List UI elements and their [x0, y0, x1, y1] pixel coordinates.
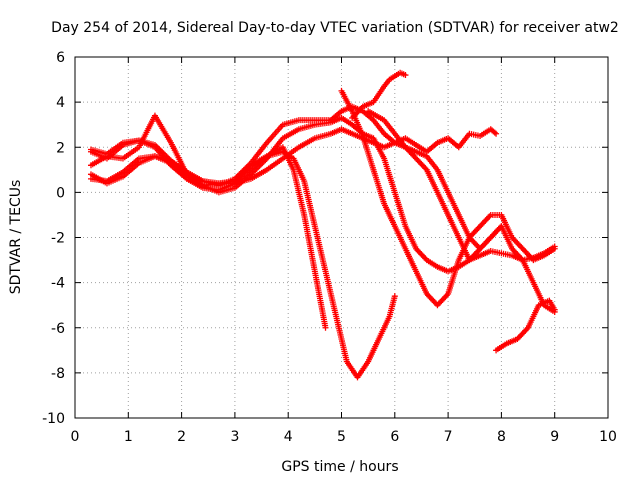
x-tick-label: 6	[390, 429, 399, 445]
data-point	[322, 324, 329, 331]
series-9	[493, 297, 558, 354]
x-tick-label: 10	[599, 429, 617, 445]
y-tick-label: -8	[51, 366, 65, 382]
data-point	[498, 223, 505, 230]
data-series	[87, 69, 558, 381]
x-tick-label: 7	[444, 429, 453, 445]
grid	[75, 57, 608, 418]
y-tick-label: 0	[56, 185, 65, 201]
data-point	[402, 72, 409, 79]
data-point	[493, 130, 500, 137]
x-tick-label: 4	[284, 429, 293, 445]
y-tick-label: -2	[51, 231, 65, 247]
y-tick-label: 4	[56, 95, 65, 111]
x-tick-label: 5	[337, 429, 346, 445]
data-point	[551, 245, 558, 252]
x-axis-label: GPS time / hours	[281, 459, 398, 475]
series-8	[365, 108, 505, 264]
series-1	[87, 137, 329, 331]
y-tick-label: -4	[51, 276, 65, 292]
data-point	[491, 129, 498, 136]
y-tick-label: 2	[56, 140, 65, 156]
series-6	[338, 87, 558, 309]
y-tick-label: -6	[51, 321, 65, 337]
y-axis-label: SDTVAR / TECUs	[8, 180, 24, 295]
y-tick-label: 6	[56, 50, 65, 66]
chart-title: Day 254 of 2014, Sidereal Day-to-day VTE…	[51, 20, 619, 36]
series-7	[349, 69, 409, 121]
data-point	[551, 306, 558, 313]
data-point	[391, 293, 398, 300]
x-tick-label: 9	[550, 429, 559, 445]
x-tick-label: 3	[230, 429, 239, 445]
axes: 0 1 2 3 4 5 6 7 8 9 10 -10 -8 -6 -4 -2 0 2 4 6	[42, 50, 617, 445]
x-tick-label: 0	[71, 429, 80, 445]
x-tick-label: 2	[177, 429, 186, 445]
x-tick-label: 8	[497, 429, 506, 445]
x-tick-label: 1	[124, 429, 133, 445]
y-tick-label: -10	[42, 411, 65, 427]
